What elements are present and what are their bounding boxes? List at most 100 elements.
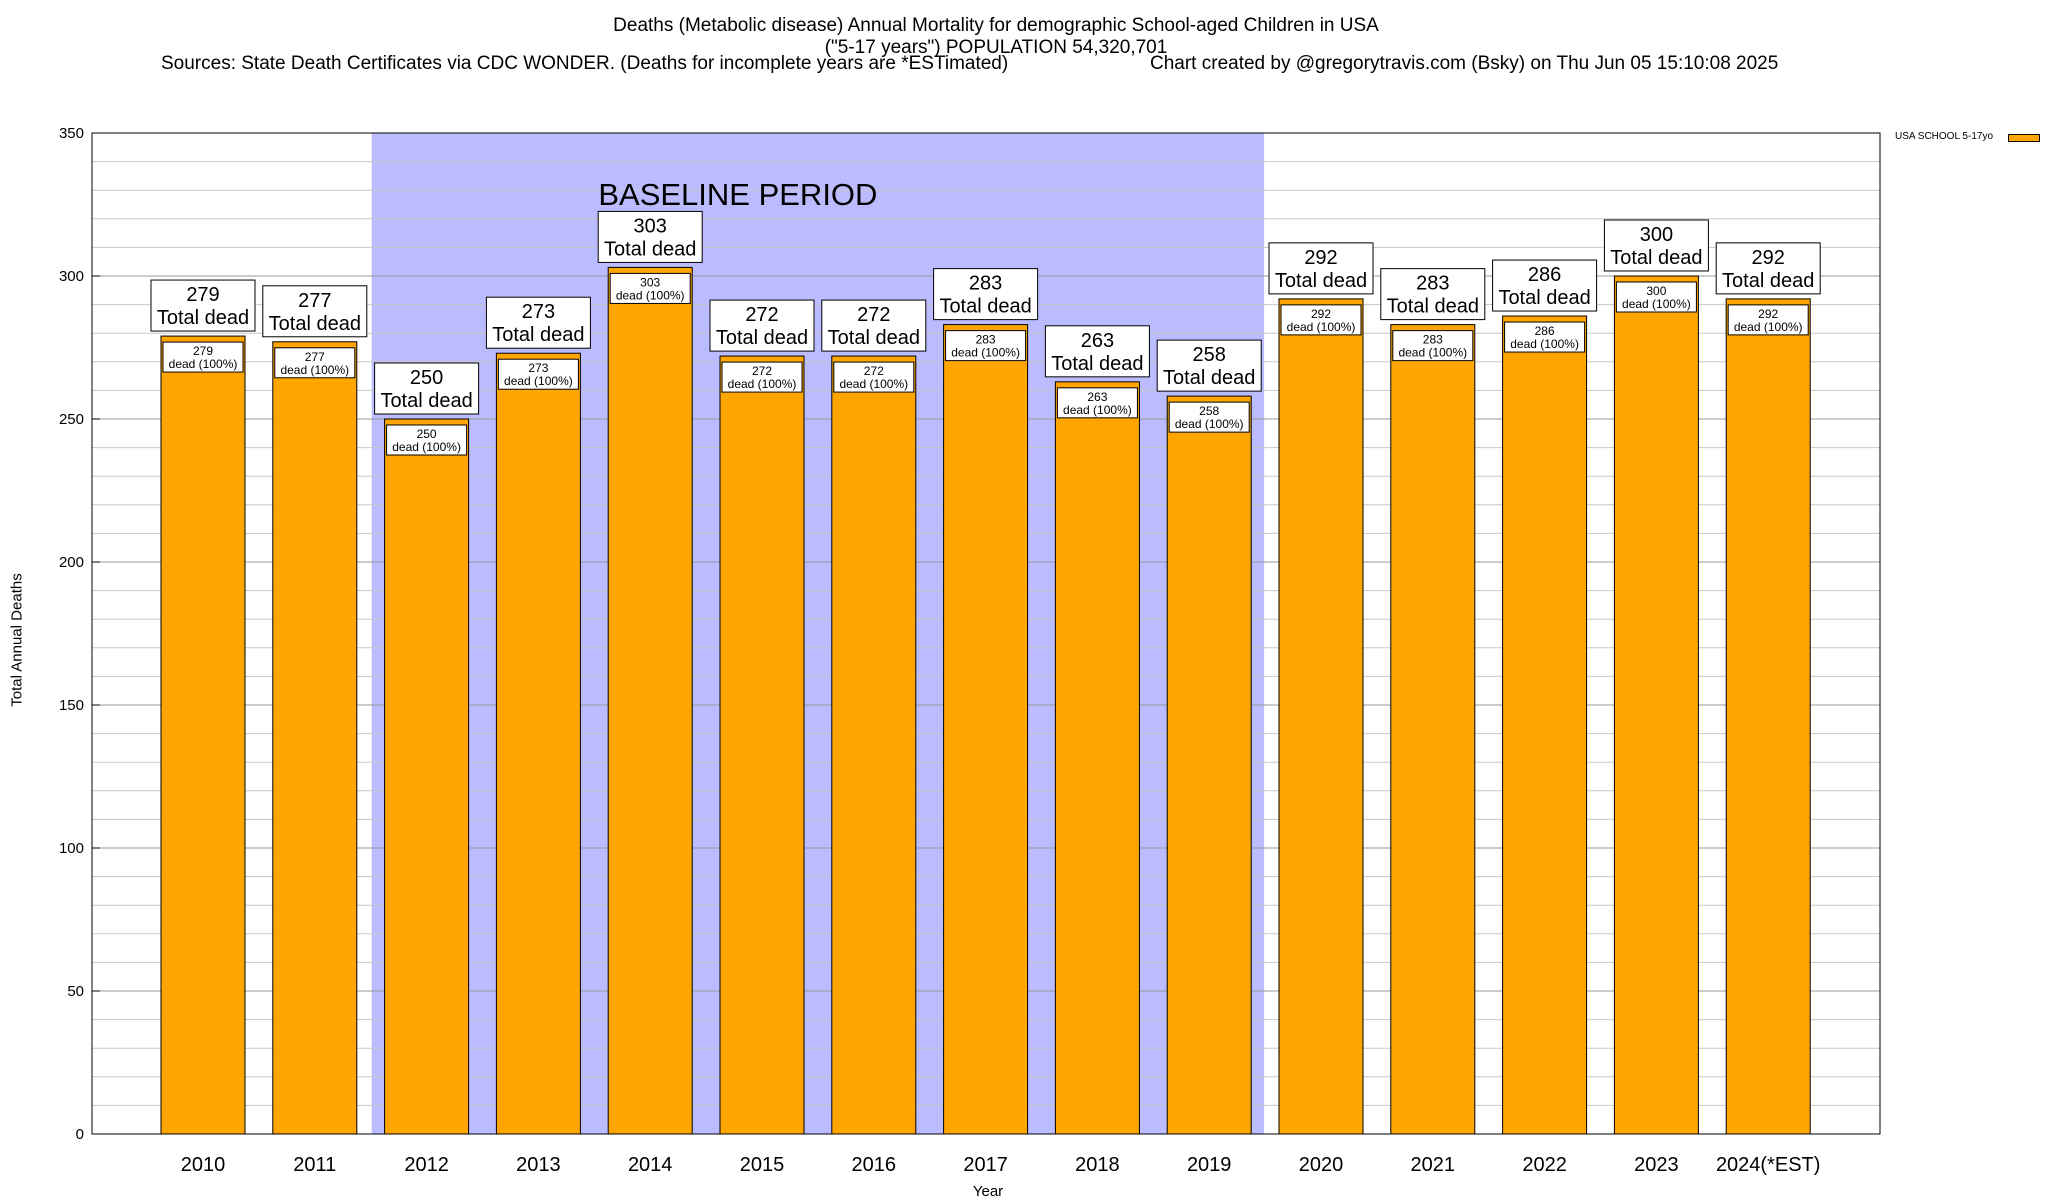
inner-label-text: dead (100%) [1622,297,1691,311]
inner-label-box [162,341,244,373]
bar [719,355,805,1135]
total-label-box [1268,242,1374,295]
total-label-value: 283 [969,273,1002,295]
total-label-box [597,210,703,263]
inner-label-value: 273 [528,361,548,375]
inner-label-value: 283 [1423,333,1443,347]
total-label-value: 283 [1416,273,1449,295]
x-tick-label: 2021 [1411,1154,1456,1176]
total-label-value: 273 [522,301,555,323]
total-label-box [1044,325,1150,378]
bar [831,355,917,1135]
inner-label-value: 277 [305,350,325,364]
total-label-text: Total dead [1163,367,1255,389]
inner-label-box [1392,330,1474,362]
total-label-box [262,285,368,338]
total-label-text: Total dead [1610,247,1702,269]
total-label-value: 277 [298,290,331,312]
total-label-text: Total dead [157,307,249,329]
y-tick-label: 0 [76,1126,84,1143]
total-label-text: Total dead [604,238,696,260]
inner-label-box [721,361,803,393]
x-tick-label: 2016 [852,1154,897,1176]
total-label-box [374,362,480,415]
bar [160,335,246,1135]
inner-label-box [1615,281,1697,313]
bar [943,324,1029,1135]
legend-label: USA SCHOOL 5-17yo [1895,131,1994,142]
inner-label-box [274,347,356,379]
inner-label-text: dead (100%) [504,374,573,388]
x-tick-label: 2024(*EST) [1716,1154,1821,1176]
total-label-value: 300 [1640,224,1673,246]
total-label-value: 292 [1304,247,1337,269]
bar [1390,324,1476,1135]
inner-label-box [945,330,1027,362]
inner-label-text: dead (100%) [1287,320,1356,334]
x-tick-label: 2013 [516,1154,561,1176]
x-tick-label: 2017 [963,1154,1008,1176]
total-label-box [1156,339,1262,392]
inner-label-value: 283 [976,333,996,347]
y-tick-label: 200 [59,554,84,571]
total-label-box [709,299,815,352]
inner-label-text: dead (100%) [1734,320,1803,334]
inner-label-text: dead (100%) [1510,337,1579,351]
y-tick-label: 50 [67,983,84,1000]
bar [1054,381,1140,1135]
inner-label-value: 292 [1311,307,1331,321]
inner-label-value: 250 [417,427,437,441]
bar [1613,275,1699,1135]
inner-label-box [1727,304,1809,336]
total-label-value: 286 [1528,264,1561,286]
x-tick-label: 2023 [1634,1154,1679,1176]
inner-label-value: 263 [1087,390,1107,404]
inner-label-box [1504,321,1586,353]
total-label-text: Total dead [1498,287,1590,309]
bar [495,352,581,1135]
chart-credit: Chart created by @gregorytravis.com (Bsk… [1150,53,1779,74]
inner-label-value: 272 [752,364,772,378]
bar [1502,315,1588,1135]
total-label-text: Total dead [380,390,472,412]
y-tick-label: 150 [59,697,84,714]
total-label-text: Total dead [716,327,808,349]
inner-label-value: 303 [640,275,660,289]
bar [1166,395,1252,1135]
total-label-text: Total dead [1387,296,1479,318]
baseline-period-label: BASELINE PERIOD [598,177,877,212]
total-label-value: 303 [634,215,667,237]
total-label-box [1715,242,1821,295]
total-label-text: Total dead [1051,353,1143,375]
y-tick-label: 300 [59,268,84,285]
total-label-text: Total dead [492,324,584,346]
inner-label-text: dead (100%) [1398,346,1467,360]
total-label-box [485,296,591,349]
total-label-text: Total dead [939,296,1031,318]
bar [1278,298,1364,1135]
chart-subtitle: ("5-17 years") POPULATION 54,320,701 [824,37,1168,58]
y-tick-label: 100 [59,840,84,857]
bar [607,266,693,1135]
total-label-value: 250 [410,367,443,389]
total-label-value: 272 [745,304,778,326]
total-label-value: 263 [1081,330,1114,352]
inner-label-box [1168,401,1250,433]
total-label-text: Total dead [269,313,361,335]
inner-label-box [497,358,579,390]
total-label-value: 279 [186,284,219,306]
total-label-box [1492,259,1598,312]
y-tick-label: 350 [59,125,84,142]
x-tick-label: 2020 [1299,1154,1344,1176]
inner-label-text: dead (100%) [951,346,1020,360]
x-tick-label: 2015 [740,1154,785,1176]
bar [384,418,470,1135]
inner-label-value: 258 [1199,404,1219,418]
inner-label-box [386,424,468,456]
inner-label-box [1056,387,1138,419]
x-tick-label: 2010 [181,1154,226,1176]
inner-label-text: dead (100%) [839,377,908,391]
total-label-box [1380,268,1486,321]
inner-label-text: dead (100%) [728,377,797,391]
